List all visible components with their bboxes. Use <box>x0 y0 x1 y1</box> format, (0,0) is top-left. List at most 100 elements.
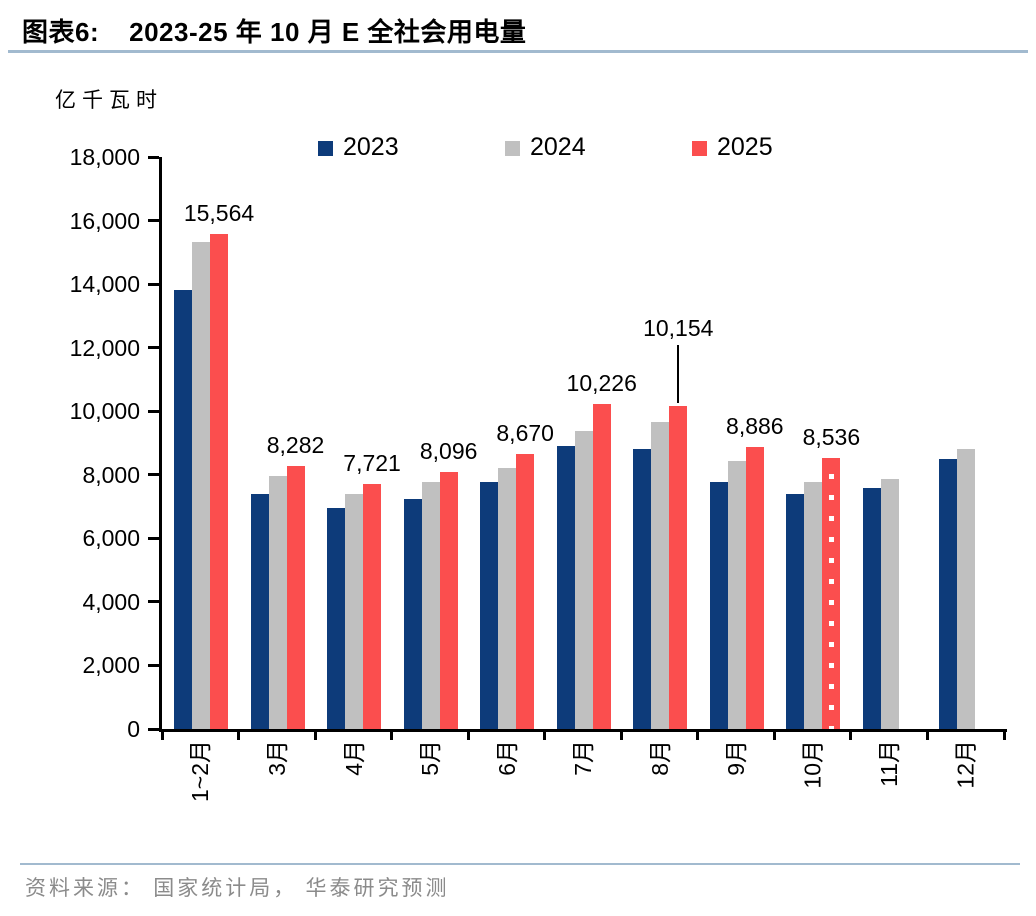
bar-2025-4月 <box>363 483 382 729</box>
bar-2025-6月 <box>516 453 535 729</box>
bar-2025-3月 <box>286 465 305 729</box>
source-note: 资料来源： 国家统计局， 华泰研究预测 <box>25 876 450 900</box>
bar-2025-8月 <box>669 406 688 729</box>
x-axis-label-10月: 10月 <box>799 740 826 789</box>
x-axis-tick <box>772 732 776 740</box>
bar-2024-1~2月 <box>192 242 210 729</box>
y-axis-tick-label: 8,000 <box>82 461 140 488</box>
y-axis-tick-label: 14,000 <box>69 271 140 298</box>
y-axis-line <box>159 157 162 732</box>
y-axis-tick <box>148 409 159 413</box>
x-axis-tick <box>390 732 394 740</box>
legend-swatch-icon <box>692 141 707 156</box>
bar-2024-11月 <box>880 478 899 729</box>
source-divider-rule <box>20 863 1020 865</box>
y-axis-tick-label: 16,000 <box>69 207 140 234</box>
y-axis-tick <box>148 600 159 604</box>
y-axis-tick-label: 4,000 <box>82 588 140 615</box>
bar-2025-10月 <box>822 457 841 729</box>
x-axis-tick <box>313 732 317 740</box>
y-axis-tick-label: 10,000 <box>69 398 140 425</box>
y-axis-tick <box>148 536 159 540</box>
legend-item-2024: 2024 <box>505 133 586 162</box>
x-axis-tick <box>849 732 853 740</box>
bar-2023-10月 <box>786 493 805 729</box>
y-axis-tick-label: 0 <box>127 716 140 742</box>
data-label-2025-4月: 7,721 <box>343 449 401 476</box>
bar-2024-5月 <box>421 482 440 729</box>
data-label-2025-9月: 8,886 <box>726 412 784 439</box>
x-axis-tick <box>543 732 547 740</box>
x-axis-label-4月: 4月 <box>340 740 367 776</box>
bar-2023-8月 <box>633 449 652 729</box>
y-axis-tick <box>148 282 159 286</box>
y-axis-tick <box>148 727 159 731</box>
x-axis-label-9月: 9月 <box>723 740 750 776</box>
y-axis-tick <box>148 663 159 667</box>
bar-2025-7月 <box>592 404 611 729</box>
legend-item-2025: 2025 <box>692 133 773 162</box>
bar-2024-7月 <box>574 430 593 729</box>
data-label-2025-8月: 10,154 <box>643 315 714 342</box>
legend-label: 2023 <box>343 133 399 161</box>
x-axis-tick <box>696 732 700 740</box>
bar-2025-1~2月 <box>210 234 228 729</box>
bar-2023-6月 <box>480 482 499 729</box>
bar-2024-3月 <box>268 476 287 729</box>
y-axis-tick <box>148 346 159 350</box>
x-axis-label-11月: 11月 <box>876 740 903 787</box>
bar-2023-3月 <box>250 493 269 729</box>
data-label-2025-7月: 10,226 <box>566 370 637 397</box>
data-label-2025-1~2月: 15,564 <box>183 200 255 227</box>
x-axis-label-3月: 3月 <box>263 740 290 776</box>
bar-2023-1~2月 <box>174 289 192 729</box>
data-label-2025-3月: 8,282 <box>266 431 325 458</box>
figure-title: 图表6: 2023-25 年 10 月 E 全社会用电量 <box>22 12 526 49</box>
bar-2025-5月 <box>439 471 458 729</box>
legend-label: 2025 <box>717 133 773 161</box>
bar-2023-11月 <box>862 487 881 729</box>
y-axis-tick-label: 12,000 <box>69 334 140 361</box>
y-axis-tick <box>148 155 159 159</box>
y-axis-tick-label: 2,000 <box>82 652 140 679</box>
legend-swatch-icon <box>318 141 333 156</box>
x-axis-label-1~2月: 1~2月 <box>187 740 214 803</box>
data-label-2025-5月: 8,096 <box>419 437 478 464</box>
data-label-2025-10月: 8,536 <box>802 423 861 450</box>
x-axis-label-12月: 12月 <box>952 740 979 789</box>
y-axis-tick <box>148 473 159 477</box>
x-axis-label-8月: 8月 <box>646 740 673 776</box>
bar-2023-4月 <box>327 508 346 729</box>
bar-2023-5月 <box>403 498 422 729</box>
x-axis-line <box>159 729 1007 732</box>
bar-2023-7月 <box>556 446 575 729</box>
bar-2025-9月 <box>745 446 764 729</box>
y-axis-unit-label: 亿千瓦时 <box>55 88 163 112</box>
x-axis-tick <box>237 732 241 740</box>
forecast-dotted-pattern <box>828 457 834 729</box>
x-axis-label-6月: 6月 <box>493 740 520 776</box>
bar-2023-9月 <box>709 482 728 729</box>
x-axis-tick <box>160 732 164 740</box>
x-axis-tick <box>619 732 623 740</box>
bar-2024-10月 <box>804 481 823 729</box>
bar-2024-6月 <box>498 468 517 729</box>
figure-number: 图表6: <box>22 17 100 47</box>
x-axis-tick <box>925 732 929 740</box>
legend-item-2023: 2023 <box>318 133 399 162</box>
bar-2024-9月 <box>727 461 746 729</box>
data-label-2025-6月: 8,670 <box>496 419 554 446</box>
y-axis-tick-label: 6,000 <box>82 525 140 552</box>
figure-caption: 2023-25 年 10 月 E 全社会用电量 <box>129 17 527 47</box>
bar-chart-plot-area: 0 2,000 4,000 6,000 8,000 10,000 12,000 14,000 1… <box>70 144 1007 802</box>
bar-2024-4月 <box>345 493 364 729</box>
title-underline-rule <box>8 50 1028 53</box>
bar-2023-12月 <box>939 458 958 729</box>
callout-leader-line <box>677 345 680 404</box>
bar-2024-8月 <box>651 422 670 729</box>
x-axis-tick <box>1002 732 1006 740</box>
y-axis-tick <box>148 219 159 223</box>
x-axis-label-5月: 5月 <box>416 740 443 776</box>
bar-2024-12月 <box>957 449 976 729</box>
